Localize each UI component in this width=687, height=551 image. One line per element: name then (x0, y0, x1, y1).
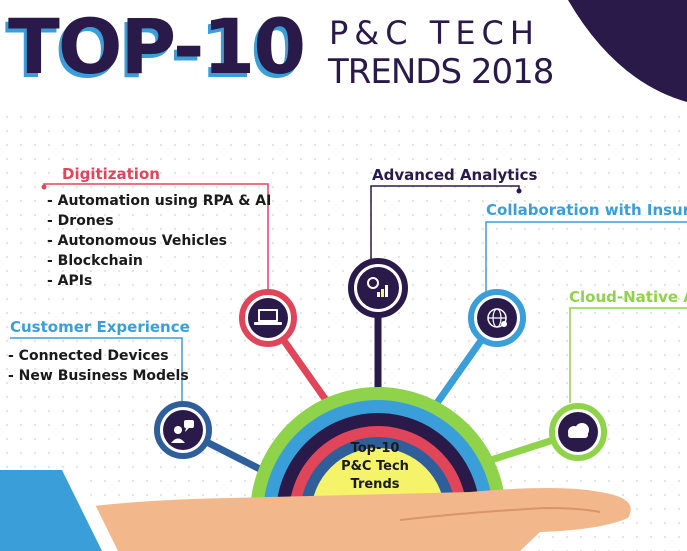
sleeve-cuff (62, 470, 118, 551)
list-item: - New Business Models (8, 368, 189, 384)
list-item: - Blockchain (47, 253, 143, 269)
list-item: - Drones (47, 213, 114, 229)
heading-customer-experience: Customer Experience (10, 318, 190, 336)
node-advanced-analytics (348, 258, 408, 318)
analytics-connector (370, 185, 520, 262)
list-item: - APIs (47, 273, 93, 289)
analytics-connector-dot (516, 188, 522, 194)
cx-connector (10, 337, 183, 403)
person-chat-icon (171, 420, 194, 443)
list-item: - Autonomous Vehicles (47, 233, 228, 249)
globe-network-icon (487, 308, 507, 328)
center-line-1: Top-10 (350, 441, 400, 456)
corner-shape (568, 0, 687, 102)
heading-digitization: Digitization (62, 165, 160, 183)
analytics-chart-icon (367, 277, 388, 297)
digitization-list: - Automation using RPA & AI - Drones - A… (47, 191, 271, 291)
hand-shadow (399, 506, 601, 521)
customer-experience-list: - Connected Devices - New Business Model… (8, 346, 189, 386)
heading-collaboration: Collaboration with InsurTe (486, 201, 687, 219)
sleeve-shape (0, 470, 110, 551)
cloud-connector (569, 307, 687, 403)
hand-shape (0, 488, 631, 551)
heading-advanced-analytics: Advanced Analytics (372, 166, 538, 184)
node-customer-experience (154, 401, 212, 459)
collab-connector (485, 221, 687, 293)
list-item: - Connected Devices (8, 348, 169, 364)
title-pc-tech: P&C TECH (329, 14, 540, 52)
heading-cloud-native: Cloud-Native Ap (569, 288, 687, 306)
digitization-connector-dot (41, 184, 47, 190)
title-trends-2018: TRENDS 2018 (328, 52, 554, 92)
list-item: - Automation using RPA & AI (47, 193, 272, 209)
node-collaboration (468, 289, 526, 347)
node-cloud-native (549, 403, 607, 461)
center-line-2: P&C Tech (341, 459, 409, 474)
center-label: Top-10 P&C Tech Trends (322, 440, 428, 494)
cloud-icon (568, 423, 589, 438)
center-line-3: Trends (350, 477, 400, 492)
node-digitization (239, 289, 297, 347)
title-top10: TOP-10 (8, 2, 306, 91)
laptop-icon (254, 309, 282, 325)
